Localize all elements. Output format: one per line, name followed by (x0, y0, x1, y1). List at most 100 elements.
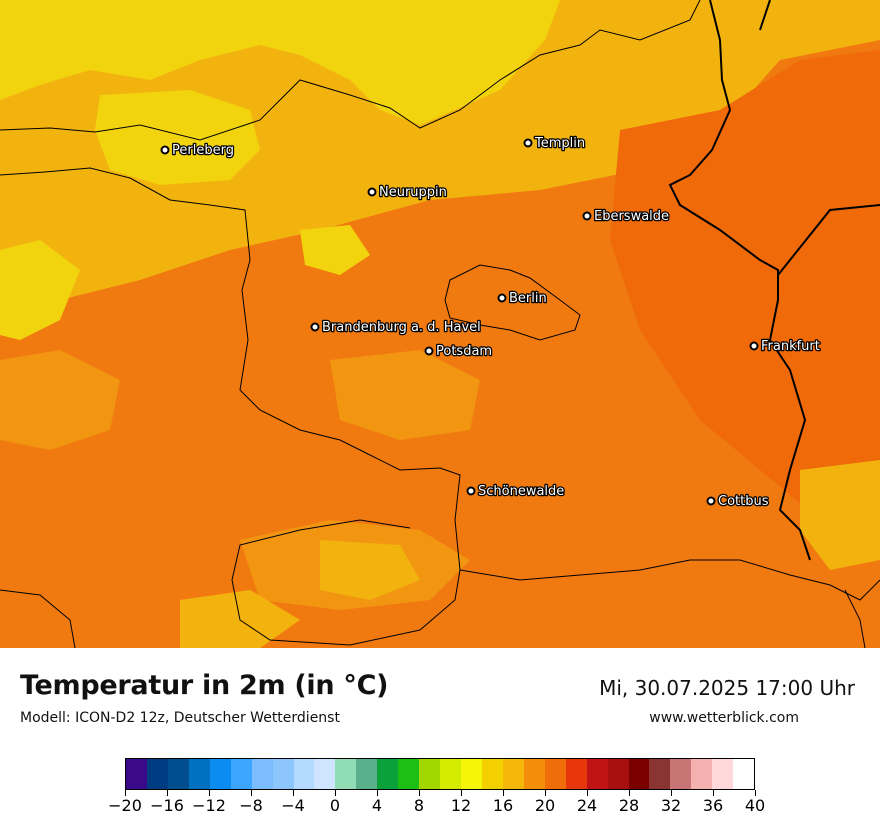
colorbar-swatch (523, 759, 545, 789)
temperature-map: Perleberg Templin Neuruppin Eberswalde Berli… (0, 0, 880, 648)
national-border (668, 0, 880, 561)
southeast-cool-patch (800, 460, 880, 570)
colorbar-swatch (398, 759, 420, 789)
colorbar-swatch (586, 759, 608, 789)
colorbar-swatch (230, 759, 252, 789)
neuruppin-cool-patch (300, 225, 370, 275)
colorbar-swatch (502, 759, 524, 789)
colorbar-swatch (314, 759, 336, 789)
colorbar-tick (292, 790, 294, 796)
south-cool-patch (320, 540, 420, 600)
colorbar-swatch (649, 759, 671, 789)
city-label: Templin (534, 136, 585, 151)
city-label: Brandenburg a. d. Havel (322, 320, 481, 335)
colorbar-tick-label: −20 (108, 796, 142, 815)
city-marker: Schönewalde (466, 483, 566, 500)
colorbar-tick-label: 24 (576, 796, 598, 815)
colorbar-swatch (691, 759, 713, 789)
map-footer: Temperatur in 2m (in °C) Modell: ICON-D2… (0, 648, 880, 830)
city-label: Eberswalde (594, 209, 669, 224)
colorbar-swatch (670, 759, 692, 789)
model-source: Modell: ICON-D2 12z, Deutscher Wetterdie… (20, 710, 340, 726)
colorbar-tick-label: 40 (744, 796, 766, 815)
colorbar-tick-label: 28 (618, 796, 640, 815)
map-title: Temperatur in 2m (in °C) (20, 670, 389, 701)
city-label: Perleberg (172, 143, 234, 158)
colorbar-tick (712, 790, 714, 796)
colorbar-tick-label: 20 (534, 796, 556, 815)
city-marker: Perleberg (160, 142, 235, 159)
city-dot (310, 322, 320, 332)
central-moderate-patch (330, 350, 480, 440)
city-label: Neuruppin (379, 185, 447, 200)
colorbar-tick (586, 790, 588, 796)
city-dot (497, 293, 507, 303)
colorbar-tick-label: 8 (413, 796, 425, 815)
city-label: Cottbus (718, 494, 769, 509)
colorbar-tick (208, 790, 210, 796)
city-dot (749, 341, 759, 351)
colorbar-swatch (377, 759, 399, 789)
colorbar-swatch (712, 759, 734, 789)
colorbar-swatch (251, 759, 273, 789)
city-marker: Frankfurt (749, 338, 821, 355)
city-label: Potsdam (436, 344, 492, 359)
city-label: Frankfurt (761, 339, 820, 354)
north-cool-region (0, 0, 880, 330)
colorbar-tick (628, 790, 630, 796)
colorbar-tick (544, 790, 546, 796)
city-marker: Berlin (497, 290, 548, 307)
colorbar-tick (670, 790, 672, 796)
colorbar-swatch (733, 759, 755, 789)
colorbar-swatch (209, 759, 231, 789)
colorbar-tick (376, 790, 378, 796)
colorbar-tick (754, 790, 756, 796)
colorbar-swatch (188, 759, 210, 789)
colorbar-swatch (440, 759, 461, 789)
city-marker: Eberswalde (582, 208, 670, 225)
colorbar-ticks: −20 −16 −12 −8 −4 0 4 8 12 16 20 24 28 32 36 40 (0, 790, 880, 820)
colorbar-tick-label: −8 (239, 796, 263, 815)
colorbar-tick (334, 790, 336, 796)
colorbar-swatch (167, 759, 189, 789)
city-marker: Cottbus (706, 493, 770, 510)
city-marker: Brandenburg a. d. Havel (310, 319, 482, 336)
city-dot (706, 496, 716, 506)
colorbar-swatch (607, 759, 629, 789)
colorbar-tick (502, 790, 504, 796)
colorbar-tick-label: −16 (150, 796, 184, 815)
colorbar-swatch (481, 759, 503, 789)
colorbar-swatch (356, 759, 378, 789)
city-marker: Potsdam (424, 343, 493, 360)
colorbar-swatch (126, 759, 147, 789)
city-marker: Neuruppin (367, 184, 448, 201)
website-link[interactable]: www.wetterblick.com (649, 710, 799, 726)
city-dot (424, 346, 434, 356)
colorbar-swatch (565, 759, 587, 789)
colorbar-tick-label: 4 (371, 796, 383, 815)
city-dot (523, 138, 533, 148)
city-dot (160, 145, 170, 155)
colorbar-tick-label: 36 (702, 796, 724, 815)
colorbar-swatch (461, 759, 482, 789)
city-markers: Perleberg Templin Neuruppin Eberswalde Berli… (160, 135, 821, 510)
colorbar-tick (460, 790, 462, 796)
west-cool-patch (0, 240, 80, 340)
southwest-moderate-patch (0, 350, 120, 450)
administrative-borders (0, 0, 880, 648)
colorbar-tick (418, 790, 420, 796)
colorbar-swatch (544, 759, 566, 789)
colorbar-swatch (419, 759, 441, 789)
colorbar-swatch (146, 759, 168, 789)
perleberg-cool-patch (95, 90, 260, 185)
city-label: Schönewalde (478, 484, 564, 499)
colorbar-tick-label: 0 (329, 796, 341, 815)
east-warm-region (610, 50, 880, 560)
colorbar-tick (124, 790, 126, 796)
temperature-colorbar (125, 758, 755, 790)
colorbar-swatch (293, 759, 315, 789)
colorbar-tick-label: 32 (660, 796, 682, 815)
north-coolest-region (0, 0, 560, 125)
colorbar-tick-label: 16 (492, 796, 514, 815)
city-dot (466, 486, 476, 496)
